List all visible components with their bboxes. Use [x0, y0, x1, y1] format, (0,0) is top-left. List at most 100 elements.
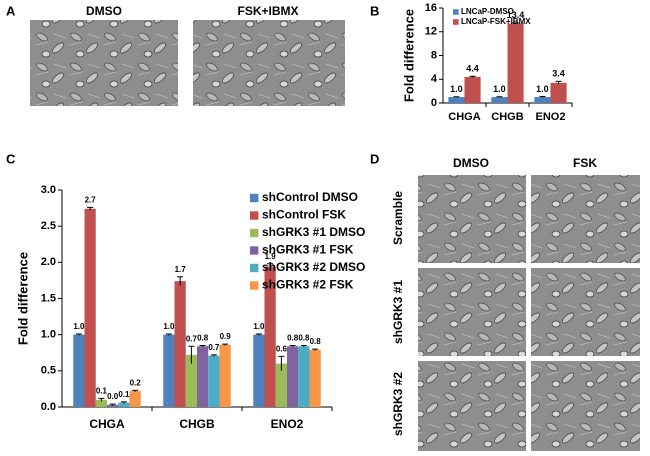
error-bar [496, 96, 503, 98]
legend-label: shGRK3 #2 FSK [262, 278, 354, 292]
micrograph [193, 20, 345, 106]
image-label: DMSO [86, 4, 122, 18]
bar [174, 281, 186, 407]
micrograph [418, 175, 526, 263]
value-label: 0.1 [118, 390, 130, 399]
error-bar [267, 263, 274, 270]
y-tick-label: 8 [431, 49, 437, 61]
error-bar [555, 80, 562, 85]
error-bar [177, 276, 184, 286]
value-label: 2.7 [85, 195, 97, 204]
bar [309, 349, 321, 407]
x-tick-label: CHGA [89, 417, 125, 431]
bar [550, 82, 567, 103]
image-label: Scramble [391, 191, 405, 245]
y-tick-label: 0.5 [41, 365, 56, 377]
value-label: 0.6 [276, 344, 288, 353]
y-tick-label: 2.5 [41, 220, 56, 232]
value-label: 3.4 [552, 69, 565, 79]
bar [298, 346, 310, 407]
error-bar [222, 343, 229, 346]
legend-swatch [250, 263, 259, 273]
value-label: 0.1 [96, 386, 108, 395]
value-label: 1.7 [175, 265, 187, 274]
legend-label: LNCaP-DMSO [461, 7, 514, 16]
value-label: 1.0 [536, 84, 549, 94]
x-tick-label: CHGA [448, 111, 480, 123]
legend-label: shGRK3 #2 DMSO [262, 260, 365, 274]
error-bar [255, 333, 262, 336]
value-label: 0.2 [130, 378, 142, 387]
error-bar [98, 397, 105, 402]
error-bar [109, 403, 116, 406]
y-tick-label: 0.0 [41, 401, 56, 413]
value-label: 0.9 [220, 332, 232, 341]
image-label: FSK+IBMX [237, 4, 298, 18]
y-tick-label: 2.0 [41, 256, 56, 268]
error-bar [300, 345, 307, 347]
y-axis-label: Fold difference [401, 9, 416, 102]
image-label: DMSO [453, 156, 489, 170]
micrograph [30, 20, 178, 106]
bar [84, 208, 96, 407]
error-bar [210, 354, 217, 357]
bar [107, 404, 119, 407]
bar [208, 355, 220, 407]
legend-swatch [453, 9, 459, 15]
y-tick-label: 12 [425, 26, 437, 38]
y-tick-label: 0 [431, 97, 437, 109]
error-bar [512, 22, 519, 25]
panel-label: B [370, 3, 379, 18]
y-axis-label: Fold difference [15, 252, 30, 345]
value-label: 1.0 [493, 84, 506, 94]
value-label: 0.0 [107, 392, 119, 401]
x-tick-label: ENO2 [536, 111, 566, 123]
image-label: shGRK3 #2 [391, 372, 405, 436]
bar [534, 97, 551, 103]
legend-label: shControl FSK [262, 208, 346, 222]
image-label: shGRK3 #1 [391, 280, 405, 344]
value-label: 1.9 [265, 252, 277, 261]
error-bar [75, 333, 82, 336]
panel-label: D [370, 151, 379, 166]
y-tick-label: 4 [431, 73, 438, 85]
legend-label: shGRK3 #1 FSK [262, 243, 354, 257]
value-label: 0.8 [298, 334, 310, 343]
y-tick-label: 1.0 [41, 329, 56, 341]
x-tick-label: CHGB [491, 111, 523, 123]
value-label: 1.0 [163, 322, 175, 331]
legend-swatch [250, 281, 259, 290]
bar [95, 399, 107, 407]
y-tick-label: 1.5 [41, 292, 56, 304]
legend-swatch [250, 211, 259, 220]
value-label: 1.0 [253, 322, 265, 331]
x-tick-label: CHGB [179, 417, 215, 431]
legend-swatch [453, 19, 459, 25]
error-bar [199, 345, 206, 347]
panel-label: C [6, 151, 16, 166]
error-bar [539, 95, 546, 98]
bar [197, 346, 209, 407]
bar [163, 334, 175, 407]
bar [507, 23, 524, 103]
error-bar [453, 96, 460, 98]
bar [491, 97, 508, 103]
panel-label: A [6, 3, 16, 18]
legend-label: shGRK3 #1 DMSO [262, 225, 365, 239]
micrograph [531, 268, 640, 356]
bar [287, 346, 299, 407]
legend-swatch [250, 228, 259, 238]
bar [448, 97, 465, 103]
value-label: 4.4 [466, 64, 479, 74]
legend-label: LNCaP-FSK+IBMX [461, 17, 531, 26]
error-bar [289, 345, 296, 347]
micrograph [531, 361, 640, 451]
value-label: 0.8 [310, 337, 322, 346]
bar [118, 402, 130, 407]
image-label: FSK [573, 156, 597, 170]
bar [73, 334, 85, 407]
value-label: 0.8 [287, 334, 299, 343]
error-bar [469, 75, 476, 78]
value-label: 13.4 [507, 10, 525, 20]
